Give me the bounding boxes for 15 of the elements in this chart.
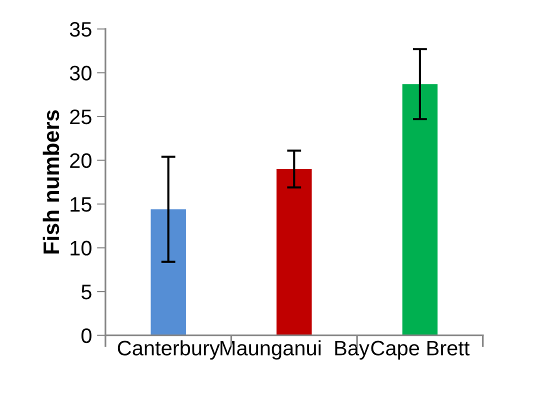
- x-tick-label: Maunganui Bay: [220, 340, 370, 360]
- y-tick-label: 25: [70, 110, 92, 124]
- x-tick-label: Cape Brett: [371, 340, 470, 360]
- bar: [150, 209, 186, 336]
- y-tick-label: 15: [70, 197, 92, 212]
- y-axis-title: Fish numbers: [42, 110, 60, 254]
- y-tick-label: 20: [70, 153, 92, 168]
- y-tick-label: 35: [70, 22, 92, 37]
- y-tick-label: 10: [70, 240, 92, 256]
- y-tick-label: 30: [70, 66, 92, 80]
- y-tick-label: 0: [81, 328, 92, 344]
- y-tick-label: 5: [82, 284, 92, 300]
- bar: [276, 169, 312, 336]
- x-tick-label: Canterbury: [118, 340, 220, 360]
- bar: [402, 84, 438, 336]
